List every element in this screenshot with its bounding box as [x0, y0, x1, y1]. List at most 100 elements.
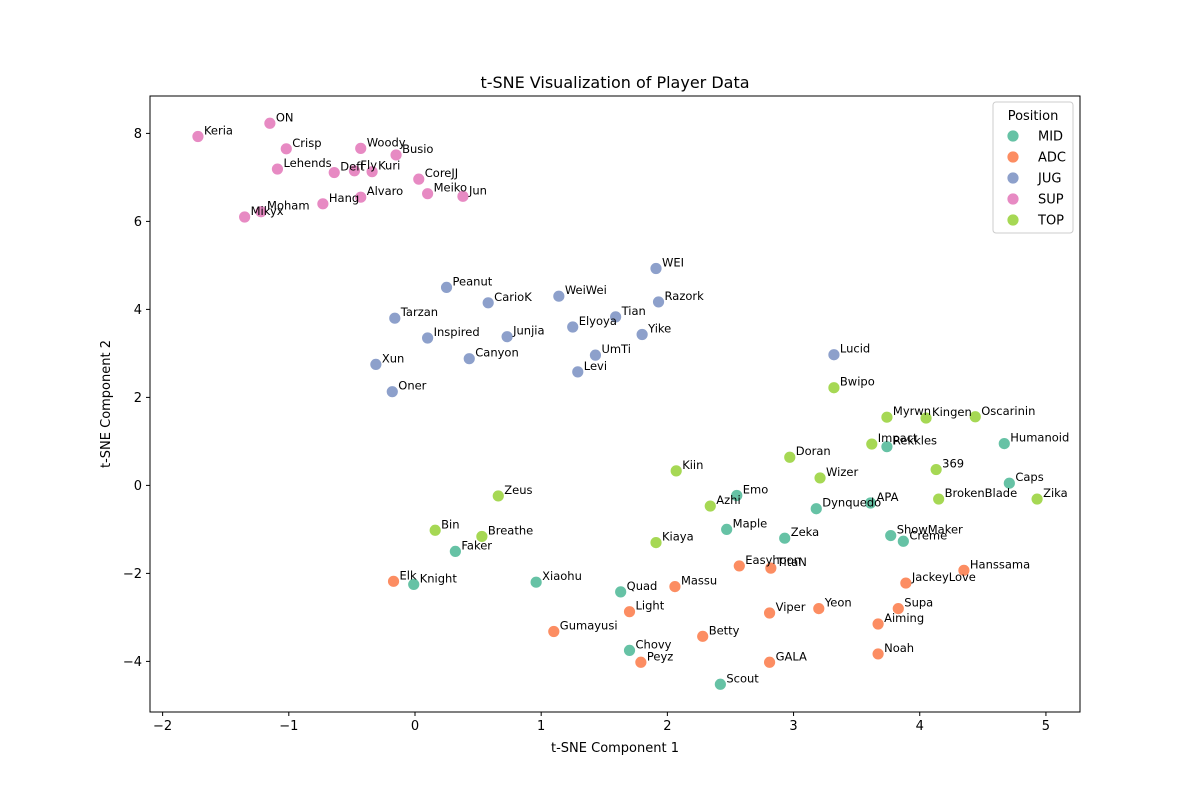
point-label: APA	[877, 490, 899, 504]
data-point-jug	[827, 348, 841, 362]
point-label: Quad	[627, 579, 658, 593]
point-label: Xiaohu	[542, 569, 582, 583]
data-point-jug	[388, 311, 402, 325]
point-label: Crisp	[292, 136, 321, 150]
data-point-adc	[732, 559, 746, 573]
legend-marker-adc	[1006, 150, 1020, 164]
data-point-top	[827, 381, 841, 395]
x-tick-label: 3	[789, 719, 797, 734]
point-label: TitaN	[776, 555, 807, 569]
data-point-jug	[652, 295, 665, 309]
point-label: Razork	[665, 289, 705, 303]
point-label: Mikyx	[251, 204, 284, 218]
point-label: Zeka	[791, 525, 819, 539]
data-point-sup	[354, 190, 368, 204]
data-point-jug	[421, 331, 435, 345]
point-label: Oscarinin	[981, 404, 1035, 418]
data-point-top	[929, 463, 943, 476]
y-axis-label: t-SNE Component 2	[99, 340, 114, 468]
y-tick-label: 0	[134, 479, 142, 494]
plot-frame	[149, 95, 1081, 713]
data-point-adc	[899, 576, 913, 590]
point-label: Woody	[367, 135, 406, 149]
point-label: Breathe	[488, 523, 533, 537]
data-point-sup	[271, 162, 284, 176]
data-point-top	[865, 437, 879, 451]
legend-marker-mid	[1006, 129, 1020, 143]
y-tick-label: −4	[123, 655, 142, 670]
data-point-adc	[668, 580, 682, 593]
y-tick-label: 4	[134, 303, 142, 318]
data-point-adc	[871, 617, 885, 631]
data-point-sup	[421, 187, 435, 201]
y-tick-label: −2	[123, 567, 142, 582]
point-label: Bin	[441, 517, 459, 531]
point-label: Peanut	[453, 274, 493, 288]
x-tick-label: 4	[916, 719, 924, 734]
data-point-jug	[462, 352, 476, 366]
data-point-top	[1030, 492, 1044, 506]
point-label: Zika	[1043, 486, 1068, 500]
data-point-jug	[481, 296, 495, 310]
point-label: Azhi	[716, 493, 740, 507]
legend-entry: JUG	[1037, 172, 1061, 187]
point-label: Creme	[909, 528, 947, 542]
legend-entry: SUP	[1038, 193, 1064, 208]
point-label: Humanoid	[1010, 431, 1069, 445]
point-label: Tarzan	[400, 305, 438, 319]
data-point-mid	[809, 502, 823, 516]
point-label: ON	[276, 110, 294, 124]
point-label: Hanssama	[970, 557, 1030, 571]
point-label: Yike	[647, 321, 671, 335]
data-point-adc	[387, 574, 400, 588]
point-label: Chovy	[636, 637, 672, 651]
y-tick-label: 6	[134, 215, 142, 230]
data-point-jug	[500, 330, 514, 344]
data-point-sup	[348, 164, 361, 178]
point-label: Scout	[726, 671, 759, 685]
data-point-mid	[778, 531, 792, 545]
point-label: Deft	[340, 160, 365, 174]
point-label: Busio	[402, 142, 433, 156]
data-point-top	[880, 410, 894, 424]
data-point-sup	[254, 205, 268, 219]
point-label: Light	[636, 599, 665, 613]
data-point-sup	[412, 172, 426, 186]
data-point-jug	[649, 262, 663, 275]
data-point-mid	[997, 437, 1011, 451]
data-point-top	[669, 464, 683, 478]
data-point-sup	[354, 141, 368, 155]
point-label: Canyon	[475, 346, 519, 360]
data-point-jug	[571, 365, 585, 379]
data-point-mid	[623, 644, 636, 657]
point-label: Kingen	[932, 405, 972, 419]
data-point-top	[491, 489, 505, 503]
legend-title: Position	[1008, 109, 1059, 124]
y-tick-label: 2	[134, 391, 142, 406]
point-label: BrokenBlade	[945, 486, 1018, 500]
data-point-top	[703, 499, 717, 513]
point-label: Doran	[796, 444, 831, 458]
point-label: Meiko	[434, 181, 467, 195]
legend-marker-sup	[1006, 192, 1020, 206]
point-label: Dynquedo	[822, 496, 881, 510]
point-label: JackeyLove	[911, 570, 976, 584]
data-point-jug	[635, 328, 649, 341]
data-point-mid	[864, 496, 877, 510]
point-label: Jun	[468, 183, 487, 197]
point-label: Hang	[329, 191, 359, 205]
point-label: ShowMaker	[897, 523, 963, 537]
x-axis-label: t-SNE Component 1	[551, 741, 679, 756]
y-tick-label: 8	[134, 127, 142, 142]
data-point-top	[475, 530, 489, 543]
data-point-top	[968, 410, 982, 424]
data-point-adc	[763, 606, 776, 620]
data-point-top	[428, 523, 442, 537]
data-point-adc	[871, 647, 885, 661]
point-label: Kuri	[378, 159, 400, 173]
point-label: Xun	[382, 351, 404, 365]
point-label: Peyz	[647, 649, 673, 663]
data-point-mid	[896, 534, 910, 548]
point-label: Maple	[733, 516, 768, 530]
